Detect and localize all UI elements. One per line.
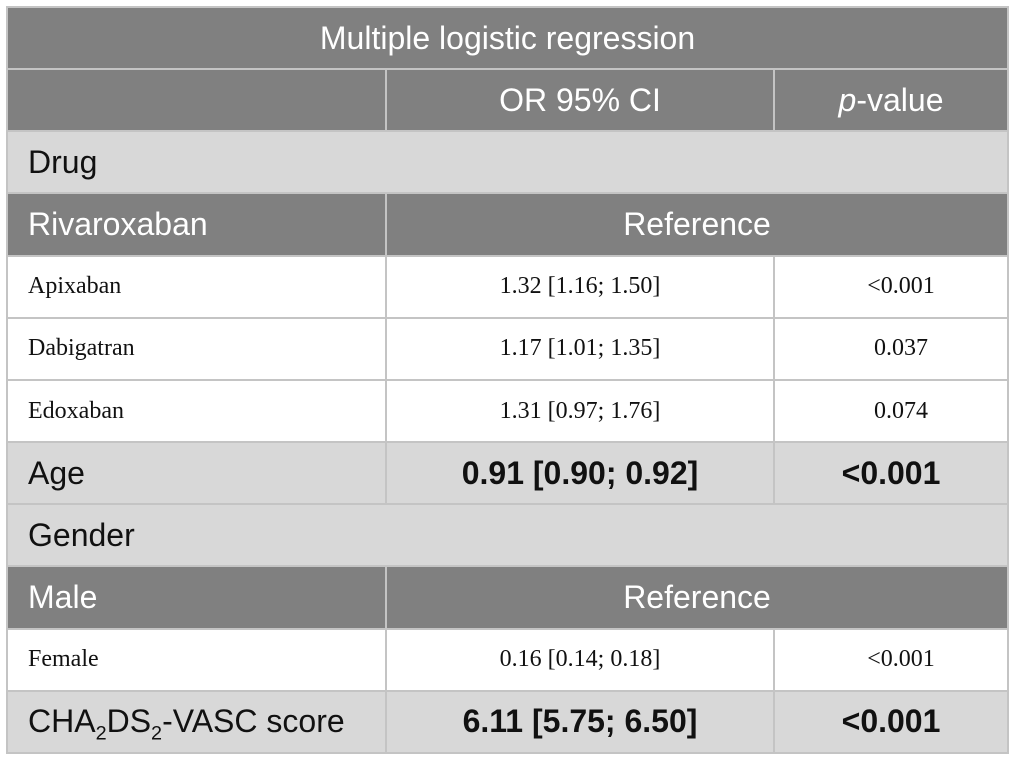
- row-or: 1.31 [0.97; 1.76]: [385, 378, 775, 444]
- row-name: Dabigatran: [6, 316, 387, 381]
- cha2ds2-p: <0.001: [772, 689, 1010, 755]
- cha2ds2-or: 6.11 [5.75; 6.50]: [385, 689, 775, 755]
- age-p: <0.001: [772, 441, 1010, 506]
- age-row: Age 0.91 [0.90; 0.92] <0.001: [6, 441, 1010, 506]
- reference-row-gender: Male Reference: [6, 565, 1010, 630]
- column-header-row: OR 95% CI p-value: [6, 68, 1010, 133]
- cha2ds2-row: CHA2DS2-VASC score 6.11 [5.75; 6.50] <0.…: [6, 689, 1010, 755]
- cha2ds2-part: DS: [106, 703, 152, 740]
- table-row: Female 0.16 [0.14; 0.18] <0.001: [6, 627, 1010, 692]
- table-title: Multiple logistic regression: [5, 5, 1010, 71]
- cha2ds2-sub: 2: [151, 722, 163, 745]
- reference-row-drug: Rivaroxaban Reference: [6, 192, 1010, 257]
- table-row: Dabigatran 1.17 [1.01; 1.35] 0.037: [6, 316, 1010, 381]
- cha2ds2-part: CHA: [28, 703, 96, 740]
- row-name: Apixaban: [6, 254, 387, 319]
- row-p: 0.074: [772, 378, 1010, 444]
- header-or-ci: OR 95% CI: [385, 68, 775, 133]
- group-row-gender: Gender: [5, 503, 1010, 568]
- row-p: 0.037: [772, 316, 1010, 381]
- group-label-gender: Gender: [5, 503, 1010, 568]
- cha2ds2-sub: 2: [95, 722, 107, 745]
- row-p: <0.001: [772, 254, 1010, 319]
- age-name: Age: [6, 441, 387, 506]
- reference-name: Male: [6, 565, 387, 630]
- row-or: 1.32 [1.16; 1.50]: [385, 254, 775, 319]
- reference-value: Reference: [384, 192, 1010, 257]
- header-p-value: p-value: [772, 68, 1010, 133]
- row-or: 0.16 [0.14; 0.18]: [385, 627, 775, 692]
- title-row: Multiple logistic regression: [5, 5, 1010, 71]
- cha2ds2-part: -VASC score: [162, 703, 345, 740]
- group-row-drug: Drug: [5, 130, 1010, 195]
- regression-table: Multiple logistic regression OR 95% CI p…: [5, 5, 1010, 755]
- row-name: Female: [6, 627, 387, 692]
- table-row: Apixaban 1.32 [1.16; 1.50] <0.001: [6, 254, 1010, 319]
- header-p-rest: -value: [856, 81, 944, 118]
- row-or: 1.17 [1.01; 1.35]: [385, 316, 775, 381]
- reference-name: Rivaroxaban: [6, 192, 387, 257]
- row-name: Edoxaban: [6, 378, 387, 444]
- header-p-italic: p: [838, 81, 857, 118]
- row-p: <0.001: [772, 627, 1010, 692]
- cha2ds2-name: CHA2DS2-VASC score: [6, 689, 387, 755]
- group-label-drug: Drug: [5, 130, 1010, 195]
- reference-value: Reference: [384, 565, 1010, 630]
- header-blank: [6, 68, 387, 133]
- age-or: 0.91 [0.90; 0.92]: [385, 441, 775, 506]
- table-row: Edoxaban 1.31 [0.97; 1.76] 0.074: [6, 378, 1010, 444]
